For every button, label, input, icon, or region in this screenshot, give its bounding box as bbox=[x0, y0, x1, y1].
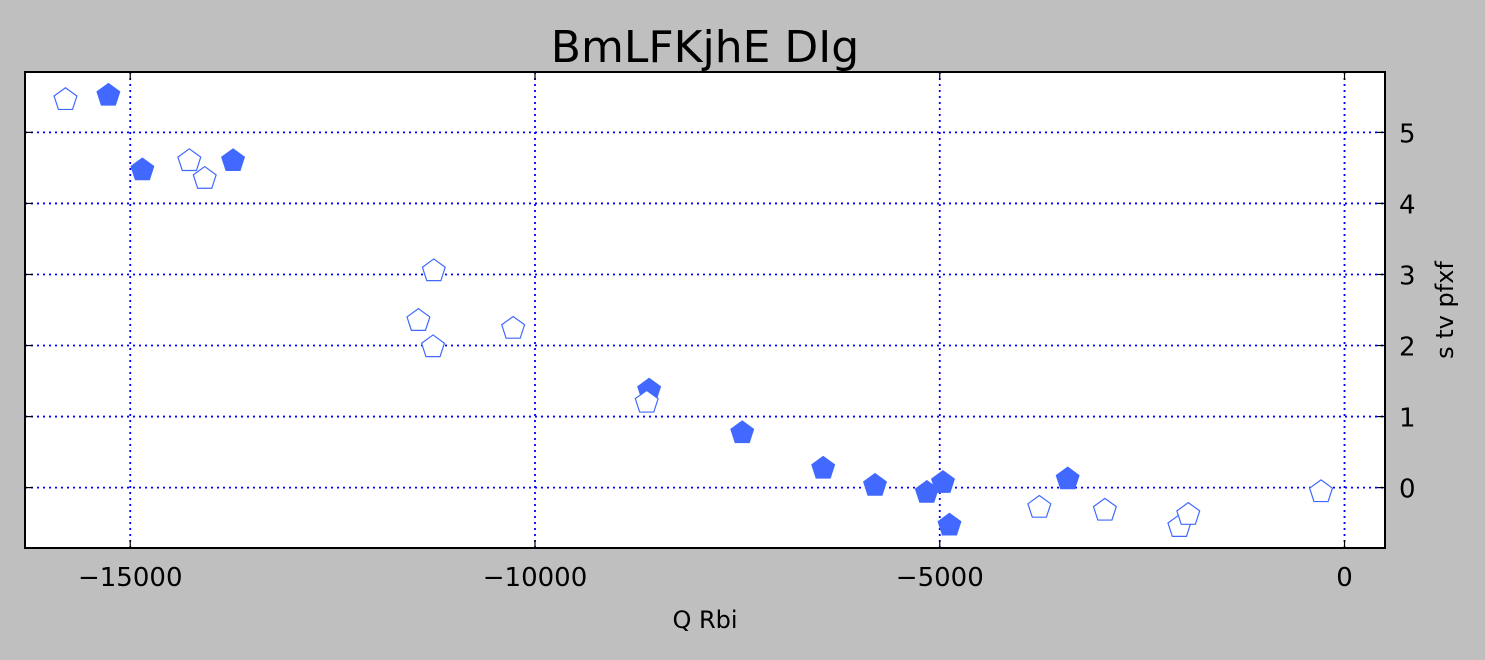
filled-pentagon-point bbox=[221, 148, 246, 172]
y-tick-label: 1 bbox=[1399, 404, 1416, 434]
data-points bbox=[53, 82, 1334, 537]
filled-pentagon-point bbox=[931, 470, 955, 493]
plot-area bbox=[25, 72, 1385, 548]
open-pentagon-point bbox=[634, 389, 659, 413]
filled-pentagon-point bbox=[1055, 466, 1080, 490]
plot-frame bbox=[24, 71, 1386, 549]
y-tick-label: 4 bbox=[1399, 190, 1416, 220]
filled-pentagon-point bbox=[130, 157, 155, 181]
open-pentagon-point bbox=[53, 86, 78, 111]
y-tick-label: 5 bbox=[1399, 119, 1416, 149]
open-pentagon-point bbox=[406, 307, 431, 331]
chart-title: BmLFKjhE DIg bbox=[551, 22, 859, 73]
open-pentagon-point bbox=[1027, 494, 1052, 518]
x-tick-label: −10000 bbox=[483, 563, 588, 593]
open-pentagon-point bbox=[1176, 501, 1201, 525]
filled-pentagon-point bbox=[863, 472, 887, 496]
x-tick-label: 0 bbox=[1336, 563, 1353, 593]
x-tick-label: −15000 bbox=[78, 563, 183, 593]
y-tick-label: 0 bbox=[1399, 475, 1416, 505]
y-tick-labels: 0 1 2 3 4 5 bbox=[1399, 119, 1416, 504]
open-pentagon-point bbox=[192, 165, 217, 189]
y-axis-label: s tv pfxf bbox=[1431, 261, 1459, 359]
y-tick-label: 2 bbox=[1399, 333, 1416, 363]
open-pentagon-point bbox=[177, 148, 202, 172]
y-tick-label: 3 bbox=[1399, 261, 1416, 291]
open-pentagon-point bbox=[1092, 497, 1118, 521]
x-tick-labels: −15000 −10000 −5000 0 bbox=[78, 563, 1353, 593]
filled-pentagon-point bbox=[937, 512, 962, 536]
x-axis-label: Q Rbi bbox=[672, 606, 737, 634]
filled-pentagon-point bbox=[730, 420, 755, 444]
open-pentagon-point bbox=[501, 315, 526, 339]
open-pentagon-point bbox=[421, 258, 446, 282]
x-tick-label: −5000 bbox=[896, 563, 984, 593]
open-pentagon-point bbox=[1308, 479, 1334, 503]
grid-lines bbox=[25, 72, 1385, 548]
tick-marks bbox=[25, 72, 1385, 548]
filled-pentagon-point bbox=[96, 82, 121, 106]
open-pentagon-point bbox=[420, 334, 446, 358]
filled-pentagon-point bbox=[811, 455, 836, 479]
